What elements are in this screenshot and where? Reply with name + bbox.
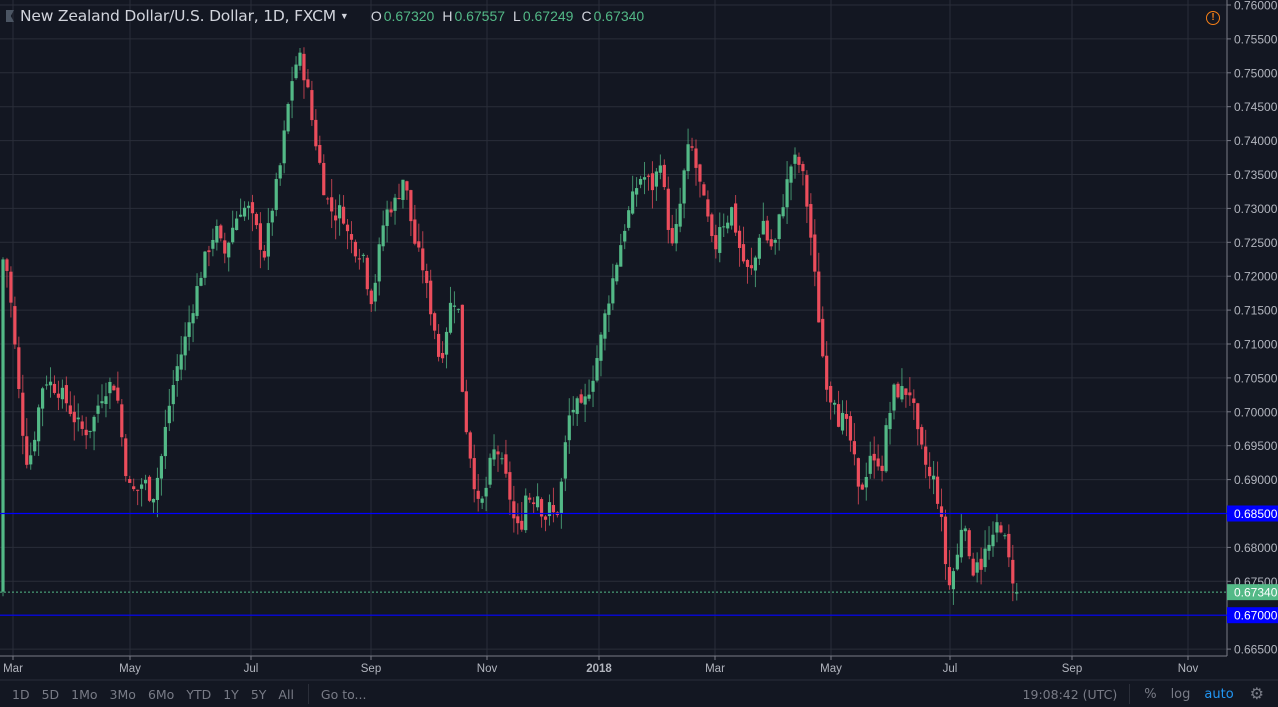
y-axis-label: 0.76000: [1234, 0, 1278, 13]
ohlc-low-value: 0.67249: [522, 8, 574, 24]
range-1mo[interactable]: 1Mo: [71, 686, 98, 702]
range-all[interactable]: All: [278, 686, 294, 702]
ohlc-high-key: H: [442, 8, 453, 24]
x-axis-label: 2018: [586, 663, 612, 675]
y-axis-label: 0.74000: [1234, 134, 1278, 148]
range-5d[interactable]: 5D: [41, 686, 60, 702]
last-price-badge: [1227, 584, 1278, 601]
range-6mo[interactable]: 6Mo: [147, 686, 175, 702]
ohlc-high-value: 0.67557: [454, 8, 506, 24]
y-axis-label: 0.74500: [1234, 100, 1278, 114]
percent-scale-toggle[interactable]: %: [1144, 686, 1157, 702]
range-ytd[interactable]: YTD: [186, 686, 212, 702]
y-axis-label: 0.70000: [1234, 405, 1278, 419]
price-label-badge: [1227, 505, 1278, 522]
clock-time: 19:08:42 (UTC): [1022, 686, 1118, 702]
goto-button[interactable]: Go to...: [320, 686, 367, 702]
log-scale-toggle[interactable]: log: [1170, 686, 1191, 702]
range-5y[interactable]: 5Y: [250, 686, 267, 702]
chevron-down-icon[interactable]: ▼: [339, 11, 349, 21]
price-label-badge: [1227, 607, 1278, 624]
svg-text:0.67000: 0.67000: [1234, 609, 1278, 623]
x-axis-label: May: [820, 663, 842, 675]
bottom-toolbar: 1D 5D 1Mo 3Mo 6Mo YTD 1Y 5Y All Go to...…: [0, 681, 1278, 707]
y-axis-label: 0.70500: [1234, 371, 1278, 385]
flag-icon: [6, 10, 14, 22]
x-axis-label: Jul: [943, 663, 958, 675]
range-1d[interactable]: 1D: [12, 686, 30, 702]
y-axis-label: 0.72500: [1234, 236, 1278, 250]
ohlc-close-key: C: [581, 8, 592, 24]
ohlc-low-key: L: [513, 8, 521, 24]
symbol-legend: New Zealand Dollar/U.S. Dollar, 1D, FXCM…: [6, 6, 644, 26]
y-axis-label: 0.68000: [1234, 541, 1278, 555]
exclamation-circle-icon[interactable]: !: [1206, 11, 1220, 25]
x-axis-label: Jul: [244, 663, 259, 675]
svg-text:0.67340: 0.67340: [1234, 586, 1278, 600]
y-axis-label: 0.69000: [1234, 473, 1278, 487]
y-axis-label: 0.72000: [1234, 270, 1278, 284]
y-axis-label: 0.75000: [1234, 66, 1278, 80]
x-axis-label: Sep: [361, 663, 381, 675]
x-axis-label: Nov: [477, 663, 498, 675]
gear-icon[interactable]: ⚙: [1249, 686, 1264, 703]
x-axis-label: May: [119, 663, 141, 675]
y-axis-label: 0.71500: [1234, 304, 1278, 318]
y-axis-label: 0.73000: [1234, 202, 1278, 216]
toolbar-divider: [1129, 684, 1131, 704]
toolbar-divider: [307, 684, 309, 704]
ohlc-open-key: O: [370, 8, 382, 24]
symbol-title[interactable]: New Zealand Dollar/U.S. Dollar, 1D, FXCM: [20, 7, 336, 25]
x-axis-label: Mar: [705, 663, 725, 675]
y-axis-label: 0.66500: [1234, 643, 1278, 657]
y-axis-label: 0.69500: [1234, 439, 1278, 453]
x-axis-label: Sep: [1062, 663, 1082, 675]
x-axis-label: Mar: [3, 663, 23, 675]
range-3mo[interactable]: 3Mo: [109, 686, 136, 702]
range-1y[interactable]: 1Y: [223, 686, 239, 702]
y-axis-label: 0.71000: [1234, 338, 1278, 352]
auto-scale-toggle[interactable]: auto: [1204, 686, 1234, 702]
candles: [1, 47, 1019, 605]
ohlc-open-value: 0.67320: [383, 8, 435, 24]
y-axis-label: 0.73500: [1234, 168, 1278, 182]
y-axis-label: 0.75500: [1234, 32, 1278, 46]
ohlc-close-value: 0.67340: [593, 8, 645, 24]
x-axis-label: Nov: [1178, 663, 1199, 675]
svg-text:0.68500: 0.68500: [1234, 507, 1278, 521]
